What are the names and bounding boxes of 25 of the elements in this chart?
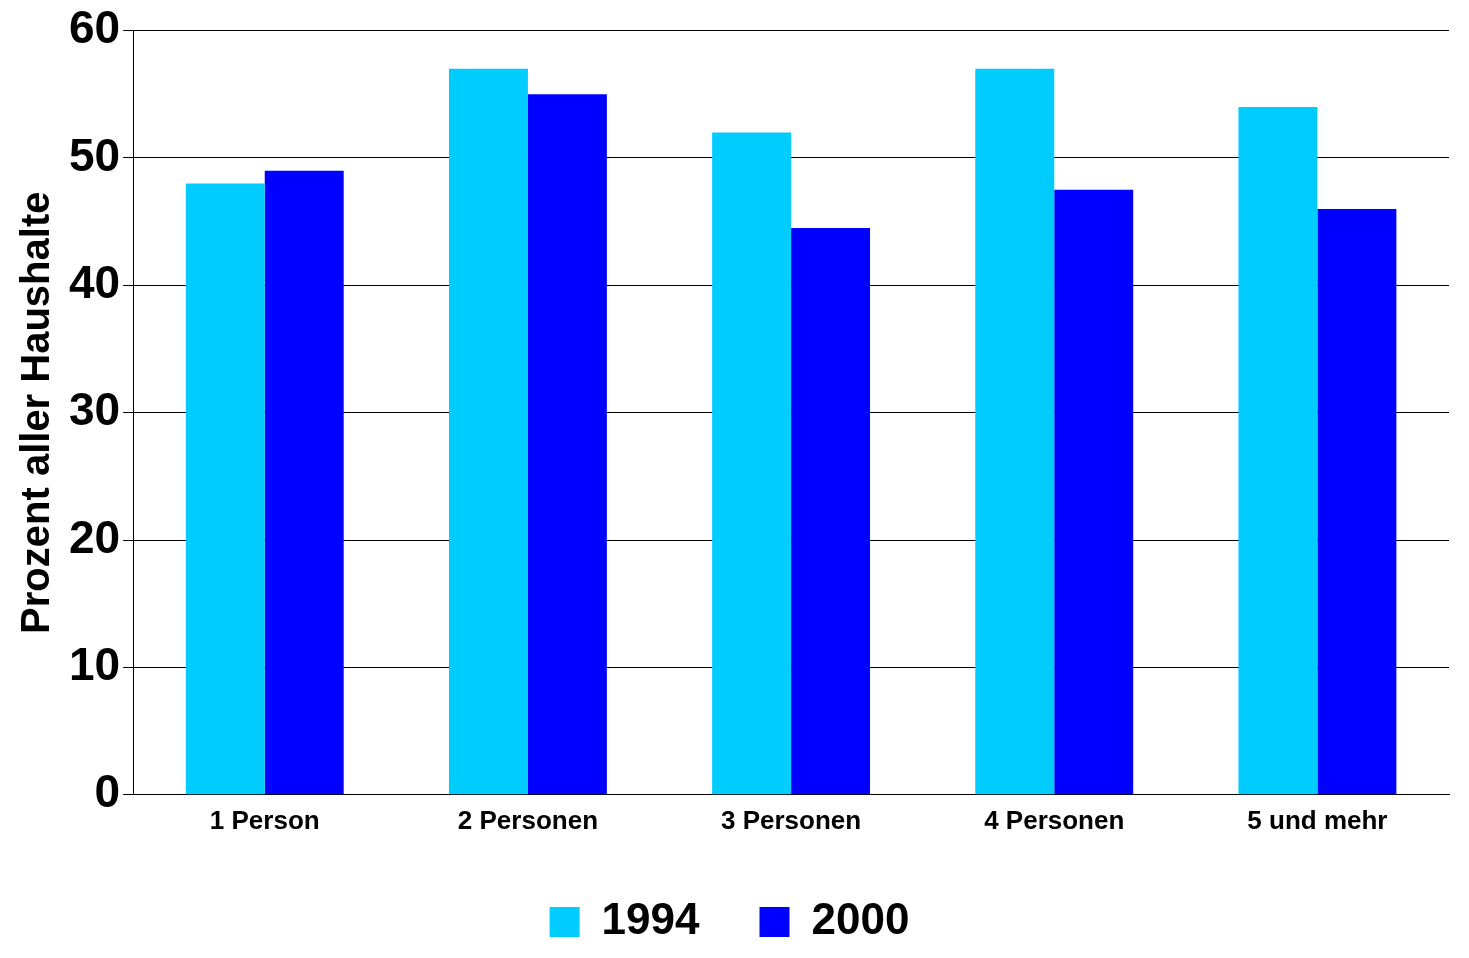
y-tick-label: 20	[68, 510, 121, 563]
bar	[185, 183, 265, 795]
x-tick-label: 2 Personen	[457, 804, 598, 835]
x-tick-label: 5 und mehr	[1247, 804, 1388, 835]
bar	[975, 68, 1055, 795]
y-tick-label: 0	[94, 765, 121, 818]
bar	[791, 228, 871, 795]
x-tick-label: 4 Personen	[984, 804, 1125, 835]
y-tick-label: 50	[68, 128, 121, 181]
bar	[1317, 208, 1397, 795]
bar	[264, 170, 344, 795]
bar	[712, 132, 792, 795]
y-tick-label: 10	[68, 638, 121, 691]
y-tick-label: 30	[68, 383, 121, 436]
bar	[527, 94, 607, 795]
y-tick-label: 60	[68, 1, 121, 54]
y-tick-label: 40	[68, 256, 121, 309]
bar	[1054, 189, 1134, 795]
x-tick-label: 3 Personen	[721, 804, 862, 835]
legend-label: 1994	[601, 894, 701, 944]
x-tick-label: 1 Person	[209, 804, 320, 835]
bar	[448, 68, 528, 795]
legend-label: 2000	[811, 894, 910, 944]
bar	[1238, 107, 1318, 795]
y-axis-title: Prozent aller Haushalte	[13, 191, 58, 634]
